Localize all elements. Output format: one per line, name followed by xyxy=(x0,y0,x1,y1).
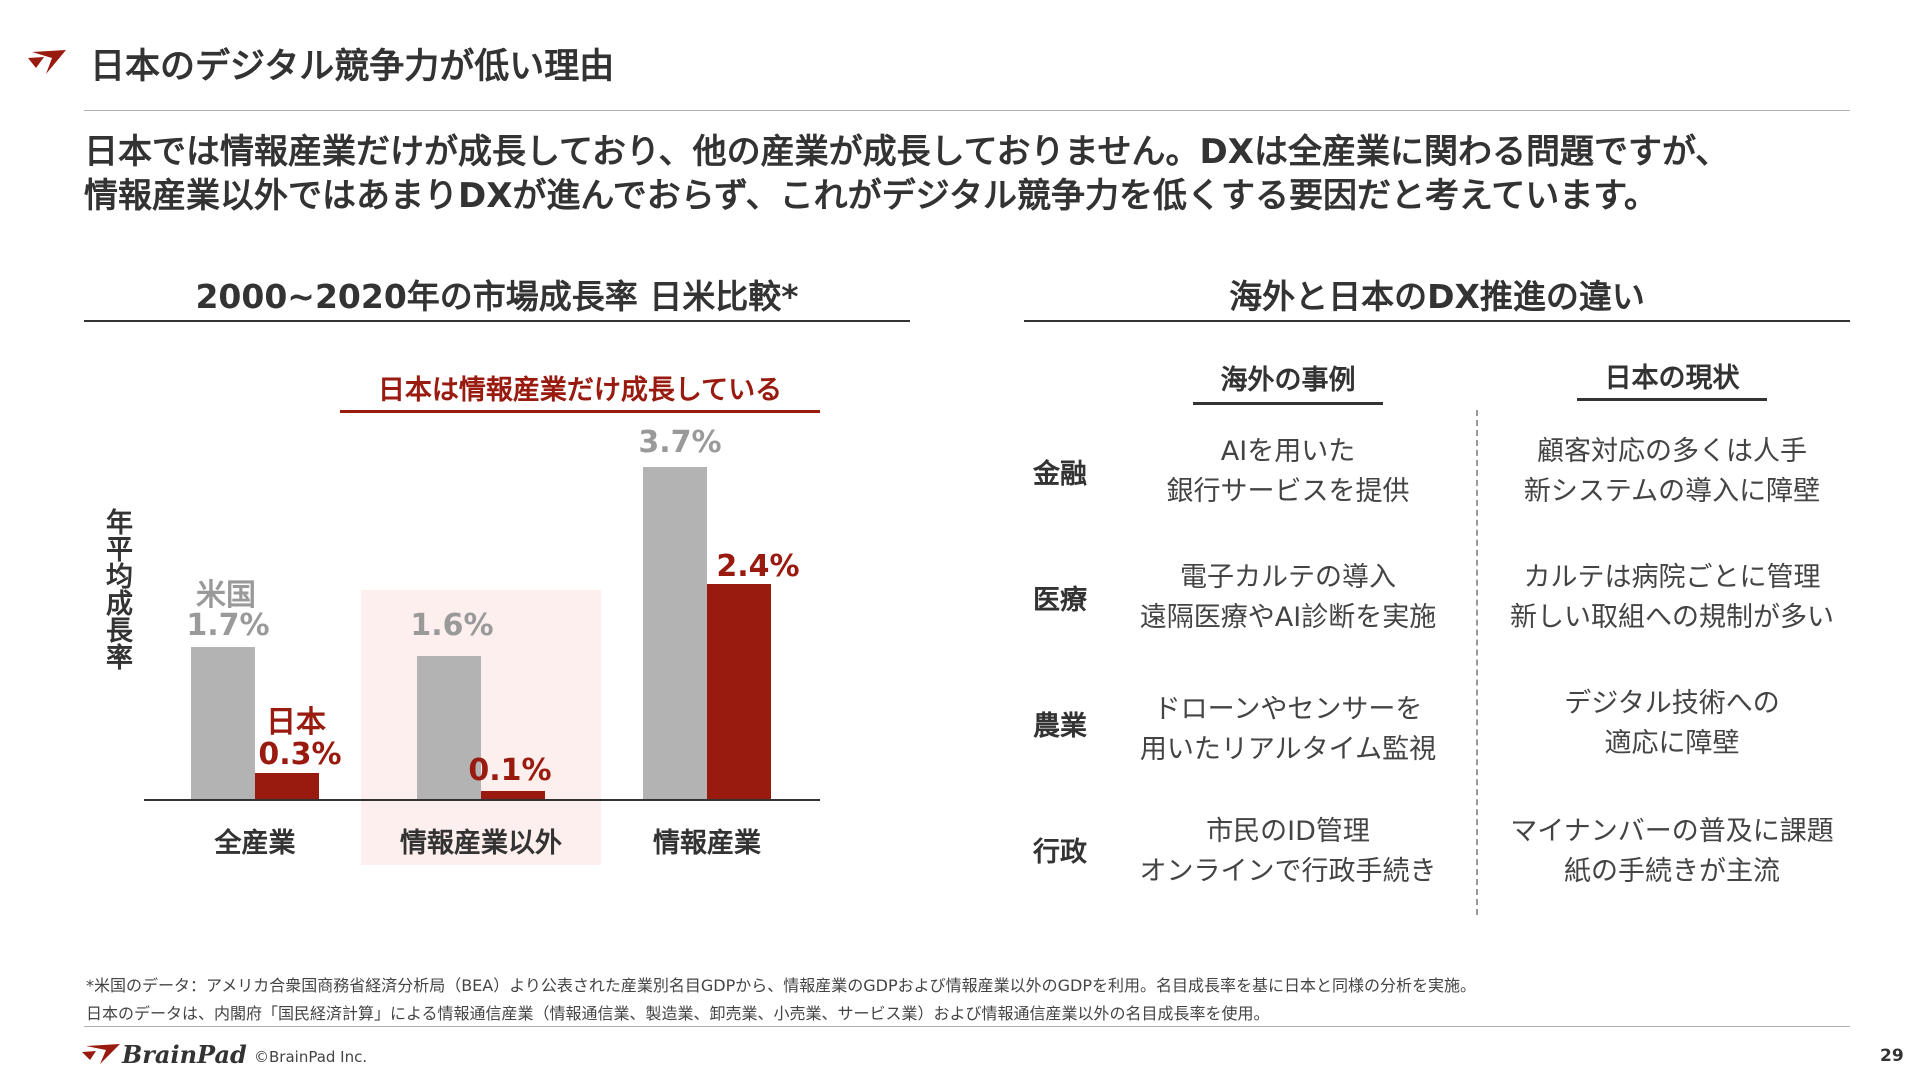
column-head-overseas: 海外の事例 xyxy=(1220,365,1356,396)
chart-ylabel: 年平均成長率 xyxy=(101,508,132,670)
cell-overseas-government: 市民のID管理 オンラインで行政手続き xyxy=(1098,812,1478,892)
bar-us xyxy=(417,656,481,800)
data-label-us: 1.7% xyxy=(186,608,269,643)
legend-label-us: 米国 xyxy=(196,578,256,613)
cell-line: オンラインで行政手続き xyxy=(1139,856,1437,887)
column-head-japan: 日本の現状 xyxy=(1604,363,1740,394)
title-divider xyxy=(84,110,1850,111)
page-title: 日本のデジタル競争力が低い理由 xyxy=(90,47,615,87)
cell-line: 用いたリアルタイム監視 xyxy=(1139,734,1437,765)
cell-japan-finance: 顧客対応の多くは人手 新システムの導入に障壁 xyxy=(1482,432,1862,512)
x-tick-label: 情報産業以外 xyxy=(400,827,562,859)
copyright: ©BrainPad Inc. xyxy=(254,1048,368,1066)
data-label-japan: 0.3% xyxy=(258,737,341,772)
data-label-japan: 0.1% xyxy=(468,753,551,788)
bar-us xyxy=(191,647,255,800)
lead-text: 日本では情報産業だけが成長しており、他の産業が成長しておりません。DXは全産業に… xyxy=(84,130,1844,218)
column-head-overseas-underline xyxy=(1193,402,1383,405)
cell-japan-medical: カルテは病院ごとに管理 新しい取組への規制が多い xyxy=(1482,558,1862,638)
chart-callout-underline xyxy=(340,410,820,413)
legend-label-japan: 日本 xyxy=(266,705,326,740)
cell-line: カルテは病院ごとに管理 xyxy=(1523,562,1821,593)
bar-japan xyxy=(255,773,319,800)
row-label-medical: 医療 xyxy=(1033,585,1087,616)
column-head-japan-underline xyxy=(1577,398,1767,401)
comparison-section-title: 海外と日本のDX推進の違い xyxy=(1229,277,1645,316)
column-separator xyxy=(1476,410,1478,915)
data-label-us: 3.7% xyxy=(638,425,721,460)
cell-line: 銀行サービスを提供 xyxy=(1166,476,1410,507)
cell-line: 顧客対応の多くは人手 xyxy=(1537,436,1807,467)
cell-line: マイナンバーの普及に課題 xyxy=(1510,816,1834,847)
brainpad-logo-icon xyxy=(82,1044,120,1064)
data-label-us: 1.6% xyxy=(410,608,493,643)
chart-callout: 日本は情報産業だけ成長している xyxy=(377,375,783,406)
cell-line: 電子カルテの導入 xyxy=(1180,562,1396,593)
cell-line: 紙の手続きが主流 xyxy=(1564,856,1780,887)
bar-us xyxy=(643,467,707,800)
brand-logo-text: BrainPad xyxy=(122,1040,247,1069)
bar-japan xyxy=(481,791,545,800)
footnote-2: 日本のデータは、内閣府「国民経済計算」による情報通信産業（情報通信業、製造業、卸… xyxy=(86,1004,1270,1023)
data-label-japan: 2.4% xyxy=(716,549,799,584)
row-label-agriculture: 農業 xyxy=(1033,711,1087,742)
lead-line-2: 情報産業以外ではあまりDXが進んでおらず、これがデジタル競争力を低くする要因だと… xyxy=(84,176,1658,216)
cell-overseas-finance: AIを用いた 銀行サービスを提供 xyxy=(1098,432,1478,512)
cell-line: AIを用いた xyxy=(1220,436,1356,467)
bar-japan xyxy=(707,584,771,800)
cell-line: 新しい取組への規制が多い xyxy=(1510,602,1834,633)
row-label-finance: 金融 xyxy=(1033,459,1087,490)
row-label-government: 行政 xyxy=(1033,837,1087,868)
cell-overseas-medical: 電子カルテの導入 遠隔医療やAI診断を実施 xyxy=(1098,558,1478,638)
cell-line: デジタル技術への xyxy=(1564,688,1780,719)
chart-section-title: 2000~2020年の市場成長率 日米比較* xyxy=(195,277,799,316)
cell-japan-agriculture: デジタル技術への 適応に障壁 xyxy=(1482,684,1862,764)
footer-divider xyxy=(84,1026,1850,1027)
page-number: 29 xyxy=(1880,1046,1904,1066)
cell-line: ドローンやセンサーを xyxy=(1153,694,1423,725)
lead-line-1: 日本では情報産業だけが成長しており、他の産業が成長しておりません。DXは全産業に… xyxy=(84,132,1730,172)
x-tick-label: 全産業 xyxy=(214,827,296,859)
cell-line: 遠隔医療やAI診断を実施 xyxy=(1139,602,1437,633)
cell-line: 市民のID管理 xyxy=(1206,816,1370,847)
comparison-section-divider xyxy=(1024,320,1850,322)
x-tick-label: 情報産業 xyxy=(653,827,761,859)
brainpad-mark-icon xyxy=(28,50,66,74)
chart-section-divider xyxy=(84,320,910,322)
cell-japan-government: マイナンバーの普及に課題 紙の手続きが主流 xyxy=(1482,812,1862,892)
footnote-1: *米国のデータ：アメリカ合衆国商務省経済分析局（BEA）より公表された産業別名目… xyxy=(86,976,1477,995)
cell-line: 新システムの導入に障壁 xyxy=(1523,476,1821,507)
cell-overseas-agriculture: ドローンやセンサーを 用いたリアルタイム監視 xyxy=(1098,690,1478,770)
cell-line: 適応に障壁 xyxy=(1604,728,1740,759)
